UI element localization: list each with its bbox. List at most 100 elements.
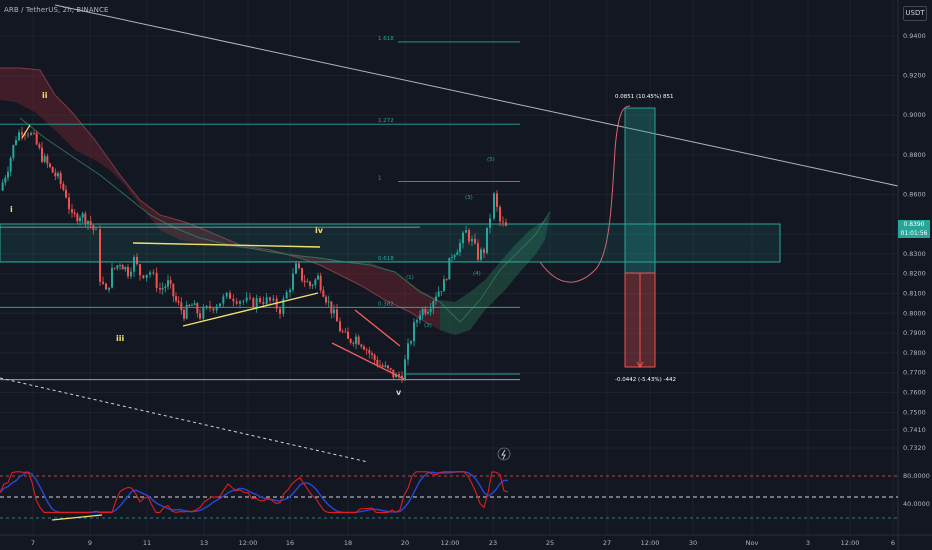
price-tick-label: 0.7800 (903, 349, 926, 357)
candle-body (483, 249, 485, 253)
candle-body (445, 279, 448, 281)
ichimoku-cloud-bull (440, 215, 550, 335)
time-axis[interactable]: 7 9 11 13 12:00 16 18 20 12:00 23 25 27 12:00 30 Nov 3 1… (0, 534, 932, 547)
candle-body (407, 343, 409, 360)
candle-body (232, 298, 235, 302)
candle-body (480, 249, 482, 260)
time-tick-label: 30 (689, 539, 697, 547)
candle-body (285, 292, 288, 299)
candle-body (79, 217, 81, 222)
candle-body (30, 132, 32, 135)
candle-body (319, 275, 322, 291)
candle-body (87, 220, 89, 225)
wave-label: v (396, 388, 402, 397)
candle-body (121, 265, 124, 270)
candle-body (477, 243, 479, 260)
candle-body (330, 301, 333, 314)
price-tick-label: 0.7410 (903, 426, 926, 434)
rsi-tick-label: 40.0000 (903, 500, 930, 508)
candle-body (389, 368, 392, 370)
candle-body (311, 285, 314, 287)
candle-body (145, 274, 148, 278)
rsi-tick-label: 80.0000 (903, 472, 930, 480)
candle-body (279, 308, 281, 314)
candle-body (188, 304, 191, 306)
candle-body (303, 280, 306, 283)
candle-body (242, 300, 245, 302)
candle-body (76, 213, 79, 222)
candle-body (262, 302, 265, 305)
candle-body (327, 301, 330, 303)
candle-body (142, 275, 145, 278)
candle-body (265, 297, 268, 305)
time-tick-label: 11 (143, 539, 151, 547)
candle-body (317, 275, 319, 280)
candle-body (62, 183, 65, 190)
candle-body (363, 346, 365, 350)
candle-body (427, 312, 429, 314)
candle-body (152, 272, 155, 274)
wave-label: iii (116, 334, 124, 343)
candle-body (440, 291, 443, 293)
candle-body (349, 338, 352, 343)
candle-body (421, 308, 424, 316)
candle-body (496, 193, 498, 207)
wave-label: (5) (487, 157, 495, 163)
price-tick-label: 0.7500 (903, 408, 926, 416)
candle-body (474, 238, 476, 244)
candle-body (229, 292, 231, 299)
candle-body (169, 280, 172, 284)
currency-button[interactable]: USDT (903, 6, 927, 21)
candle-body (43, 156, 46, 162)
candle-body (7, 171, 9, 178)
candle-body (269, 297, 271, 301)
candle-body (448, 257, 451, 280)
candle-body (102, 281, 104, 284)
candle-body (225, 292, 228, 297)
candle-body (113, 267, 116, 269)
candle-body (15, 140, 17, 146)
candle-body (493, 193, 495, 219)
candle-body (347, 331, 349, 339)
candle-body (219, 303, 221, 307)
candle-body (468, 230, 470, 242)
candle-body (322, 290, 325, 297)
candle-body (215, 306, 218, 311)
chart-header-title: ARB / TetherUS, 2h, BINANCE (4, 6, 109, 14)
candle-body (133, 256, 135, 272)
price-tick-label: 0.8200 (903, 270, 926, 278)
candle-body (27, 134, 29, 136)
wave-label: i (10, 205, 13, 214)
price-tick-label: 0.8000 (903, 309, 926, 317)
candle-body (49, 163, 51, 167)
candle-body (167, 280, 169, 287)
time-tick-label: 7 (31, 539, 35, 547)
time-tick-label: 23 (489, 539, 497, 547)
fib-label: 0.382 (378, 301, 394, 307)
price-tick-label: 0.9400 (903, 32, 926, 40)
candle-body (183, 310, 185, 319)
price-axis[interactable]: 0.94000.92000.90000.88000.86000.84000.83… (897, 0, 930, 550)
rsi-divergence-line (51, 514, 103, 521)
candle-body (161, 288, 164, 290)
candle-body (84, 213, 87, 225)
dashed-trendline (0, 377, 369, 463)
time-tick-label: 12:00 (239, 539, 258, 547)
candle-body (111, 267, 113, 288)
candle-body (443, 279, 445, 292)
candle-body (116, 265, 119, 269)
candle-body (309, 281, 311, 287)
candle-body (209, 306, 211, 309)
candle-body (486, 227, 488, 253)
candle-body (413, 322, 415, 342)
candle-body (292, 273, 294, 290)
time-tick-label: 27 (603, 539, 611, 547)
candle-body (33, 132, 35, 134)
wedge-upper-line (132, 242, 321, 248)
lightning-icon[interactable] (497, 447, 511, 461)
candle-body (365, 349, 368, 351)
candle-body (172, 283, 175, 297)
candle-body (193, 303, 196, 306)
grid-lines (0, 0, 898, 535)
wave-label: (2) (424, 323, 432, 329)
